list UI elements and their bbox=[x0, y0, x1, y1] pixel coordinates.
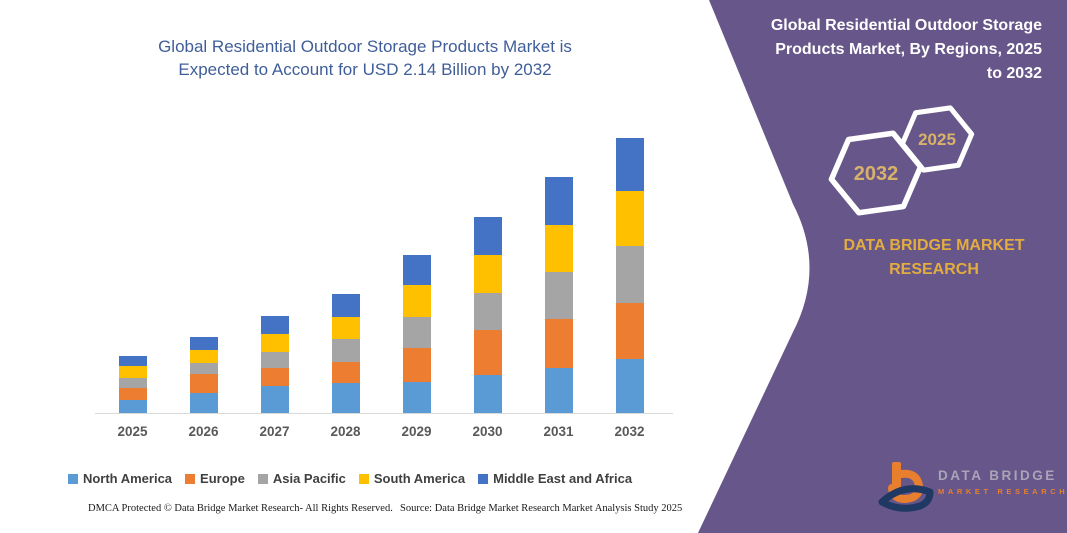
brand-heading: DATA BRIDGE MARKET RESEARCH bbox=[843, 237, 1025, 278]
x-tick-label-2028: 2028 bbox=[330, 424, 361, 439]
bar-segment-europe-2026 bbox=[189, 374, 218, 394]
chart-title: Global Residential Outdoor Storage Produ… bbox=[105, 36, 625, 82]
logo-subtitle: MARKET RESEARCH bbox=[938, 487, 1067, 496]
bar-segment-europe-2025 bbox=[118, 388, 147, 400]
x-tick-label-2031: 2031 bbox=[543, 424, 574, 439]
bar-segment-asia-pacific-2026 bbox=[189, 362, 218, 375]
legend-label: North America bbox=[82, 471, 173, 486]
hexagon-2032-label: 2032 bbox=[854, 163, 899, 185]
bar-segment-asia-pacific-2027 bbox=[260, 352, 289, 368]
footer-dmca-text: DMCA Protected © Data Bridge Market Rese… bbox=[88, 503, 393, 514]
legend-item-south-america: South America bbox=[358, 471, 466, 486]
bar-column-2025 bbox=[97, 129, 168, 414]
bar-segment-asia-pacific-2029 bbox=[402, 317, 431, 349]
legend-marker-icon bbox=[67, 473, 78, 484]
bar-segment-north-america-2030 bbox=[473, 375, 502, 414]
legend-item-europe: Europe bbox=[185, 471, 245, 486]
bar-segment-europe-2031 bbox=[544, 318, 573, 368]
legend-label: South America bbox=[373, 471, 466, 486]
bar-segment-north-america-2028 bbox=[331, 383, 360, 414]
legend-marker-icon bbox=[257, 473, 268, 484]
logo-title: DATA BRIDGE bbox=[938, 468, 1057, 483]
bar-segment-asia-pacific-2030 bbox=[473, 292, 502, 331]
x-tick-label-2030: 2030 bbox=[472, 424, 503, 439]
hexagon-2032 bbox=[828, 130, 924, 216]
bar-segment-north-america-2029 bbox=[402, 381, 431, 414]
x-tick-label-2027: 2027 bbox=[259, 424, 290, 439]
bar-segment-north-america-2025 bbox=[118, 399, 147, 414]
bar-segment-europe-2032 bbox=[615, 303, 644, 359]
legend: North America Europe Asia Pacific South Ame… bbox=[0, 471, 700, 486]
bar-segment-middle-east-and-africa-2026 bbox=[189, 336, 218, 350]
bar-chart bbox=[97, 129, 665, 414]
legend-marker-icon bbox=[358, 473, 369, 484]
bar-segment-south-america-2028 bbox=[331, 317, 360, 340]
bar-segment-north-america-2031 bbox=[544, 367, 573, 414]
bar-segment-middle-east-and-africa-2031 bbox=[544, 176, 573, 225]
legend-label: Asia Pacific bbox=[272, 471, 346, 486]
logo-b-icon bbox=[878, 462, 934, 512]
bar-segment-europe-2029 bbox=[402, 348, 431, 382]
x-tick-label-2032: 2032 bbox=[614, 424, 645, 439]
bar-segment-asia-pacific-2032 bbox=[615, 246, 644, 303]
dbmr-logo: DATA BRIDGE MARKET RESEARCH bbox=[878, 460, 1065, 520]
bar-segment-south-america-2032 bbox=[615, 190, 644, 247]
bar-segment-europe-2030 bbox=[473, 330, 502, 376]
bar-segment-europe-2028 bbox=[331, 362, 360, 383]
bar-segment-asia-pacific-2028 bbox=[331, 339, 360, 363]
bar-segment-europe-2027 bbox=[260, 367, 289, 386]
bar-column-2032 bbox=[594, 129, 665, 414]
bar-column-2028 bbox=[310, 129, 381, 414]
x-axis-tick-labels: 2025 2026 2027 2028 2029 2030 2031 2032 bbox=[97, 424, 665, 439]
bar-segment-middle-east-and-africa-2030 bbox=[473, 216, 502, 256]
bar-column-2027 bbox=[239, 129, 310, 414]
hexagon-2025-label: 2025 bbox=[918, 130, 956, 149]
bar-segment-south-america-2027 bbox=[260, 333, 289, 353]
bar-segment-middle-east-and-africa-2032 bbox=[615, 137, 644, 191]
legend-marker-icon bbox=[478, 473, 489, 484]
legend-marker-icon bbox=[185, 473, 196, 484]
bar-segment-asia-pacific-2025 bbox=[118, 377, 147, 389]
bar-column-2030 bbox=[452, 129, 523, 414]
bar-segment-middle-east-and-africa-2028 bbox=[331, 294, 360, 318]
bar-segment-south-america-2029 bbox=[402, 284, 431, 318]
legend-label: Middle East and Africa bbox=[493, 471, 633, 486]
legend-item-middle-east-and-africa: Middle East and Africa bbox=[478, 471, 632, 486]
legend-label: Europe bbox=[200, 471, 245, 486]
bar-segment-south-america-2026 bbox=[189, 349, 218, 363]
x-axis-line bbox=[95, 413, 673, 414]
chart-title-line1: Global Residential Outdoor Storage Produ… bbox=[158, 37, 572, 56]
chart-title-line2: Expected to Account for USD 2.14 Billion… bbox=[178, 59, 552, 79]
bar-segment-south-america-2030 bbox=[473, 255, 502, 293]
bar-segment-south-america-2025 bbox=[118, 366, 147, 378]
bar-segment-north-america-2027 bbox=[260, 385, 289, 414]
bar-segment-middle-east-and-africa-2027 bbox=[260, 315, 289, 334]
right-panel-title: Global Residential Outdoor Storage Produ… bbox=[770, 17, 1042, 82]
hexagon-badges: 2025 2032 bbox=[828, 105, 975, 216]
bar-segment-south-america-2031 bbox=[544, 224, 573, 273]
logo-text: DATA BRIDGE MARKET RESEARCH bbox=[938, 468, 1067, 496]
bar-segment-middle-east-and-africa-2025 bbox=[118, 356, 147, 367]
legend-item-north-america: North America bbox=[67, 471, 173, 486]
bar-segment-asia-pacific-2031 bbox=[544, 272, 573, 319]
bar-column-2026 bbox=[168, 129, 239, 414]
purple-panel-path bbox=[698, 0, 1067, 533]
bar-segment-middle-east-and-africa-2029 bbox=[402, 255, 431, 285]
x-tick-label-2026: 2026 bbox=[188, 424, 219, 439]
bar-segment-north-america-2026 bbox=[189, 393, 218, 414]
x-tick-label-2029: 2029 bbox=[401, 424, 432, 439]
x-tick-label-2025: 2025 bbox=[117, 424, 148, 439]
bar-segment-north-america-2032 bbox=[615, 358, 644, 414]
footer-source-text: Source: Data Bridge Market Research Mark… bbox=[400, 503, 683, 514]
hexagon-2032-outline bbox=[828, 130, 924, 216]
legend-item-asia-pacific: Asia Pacific bbox=[257, 471, 346, 486]
bar-column-2031 bbox=[523, 129, 594, 414]
bar-column-2029 bbox=[381, 129, 452, 414]
